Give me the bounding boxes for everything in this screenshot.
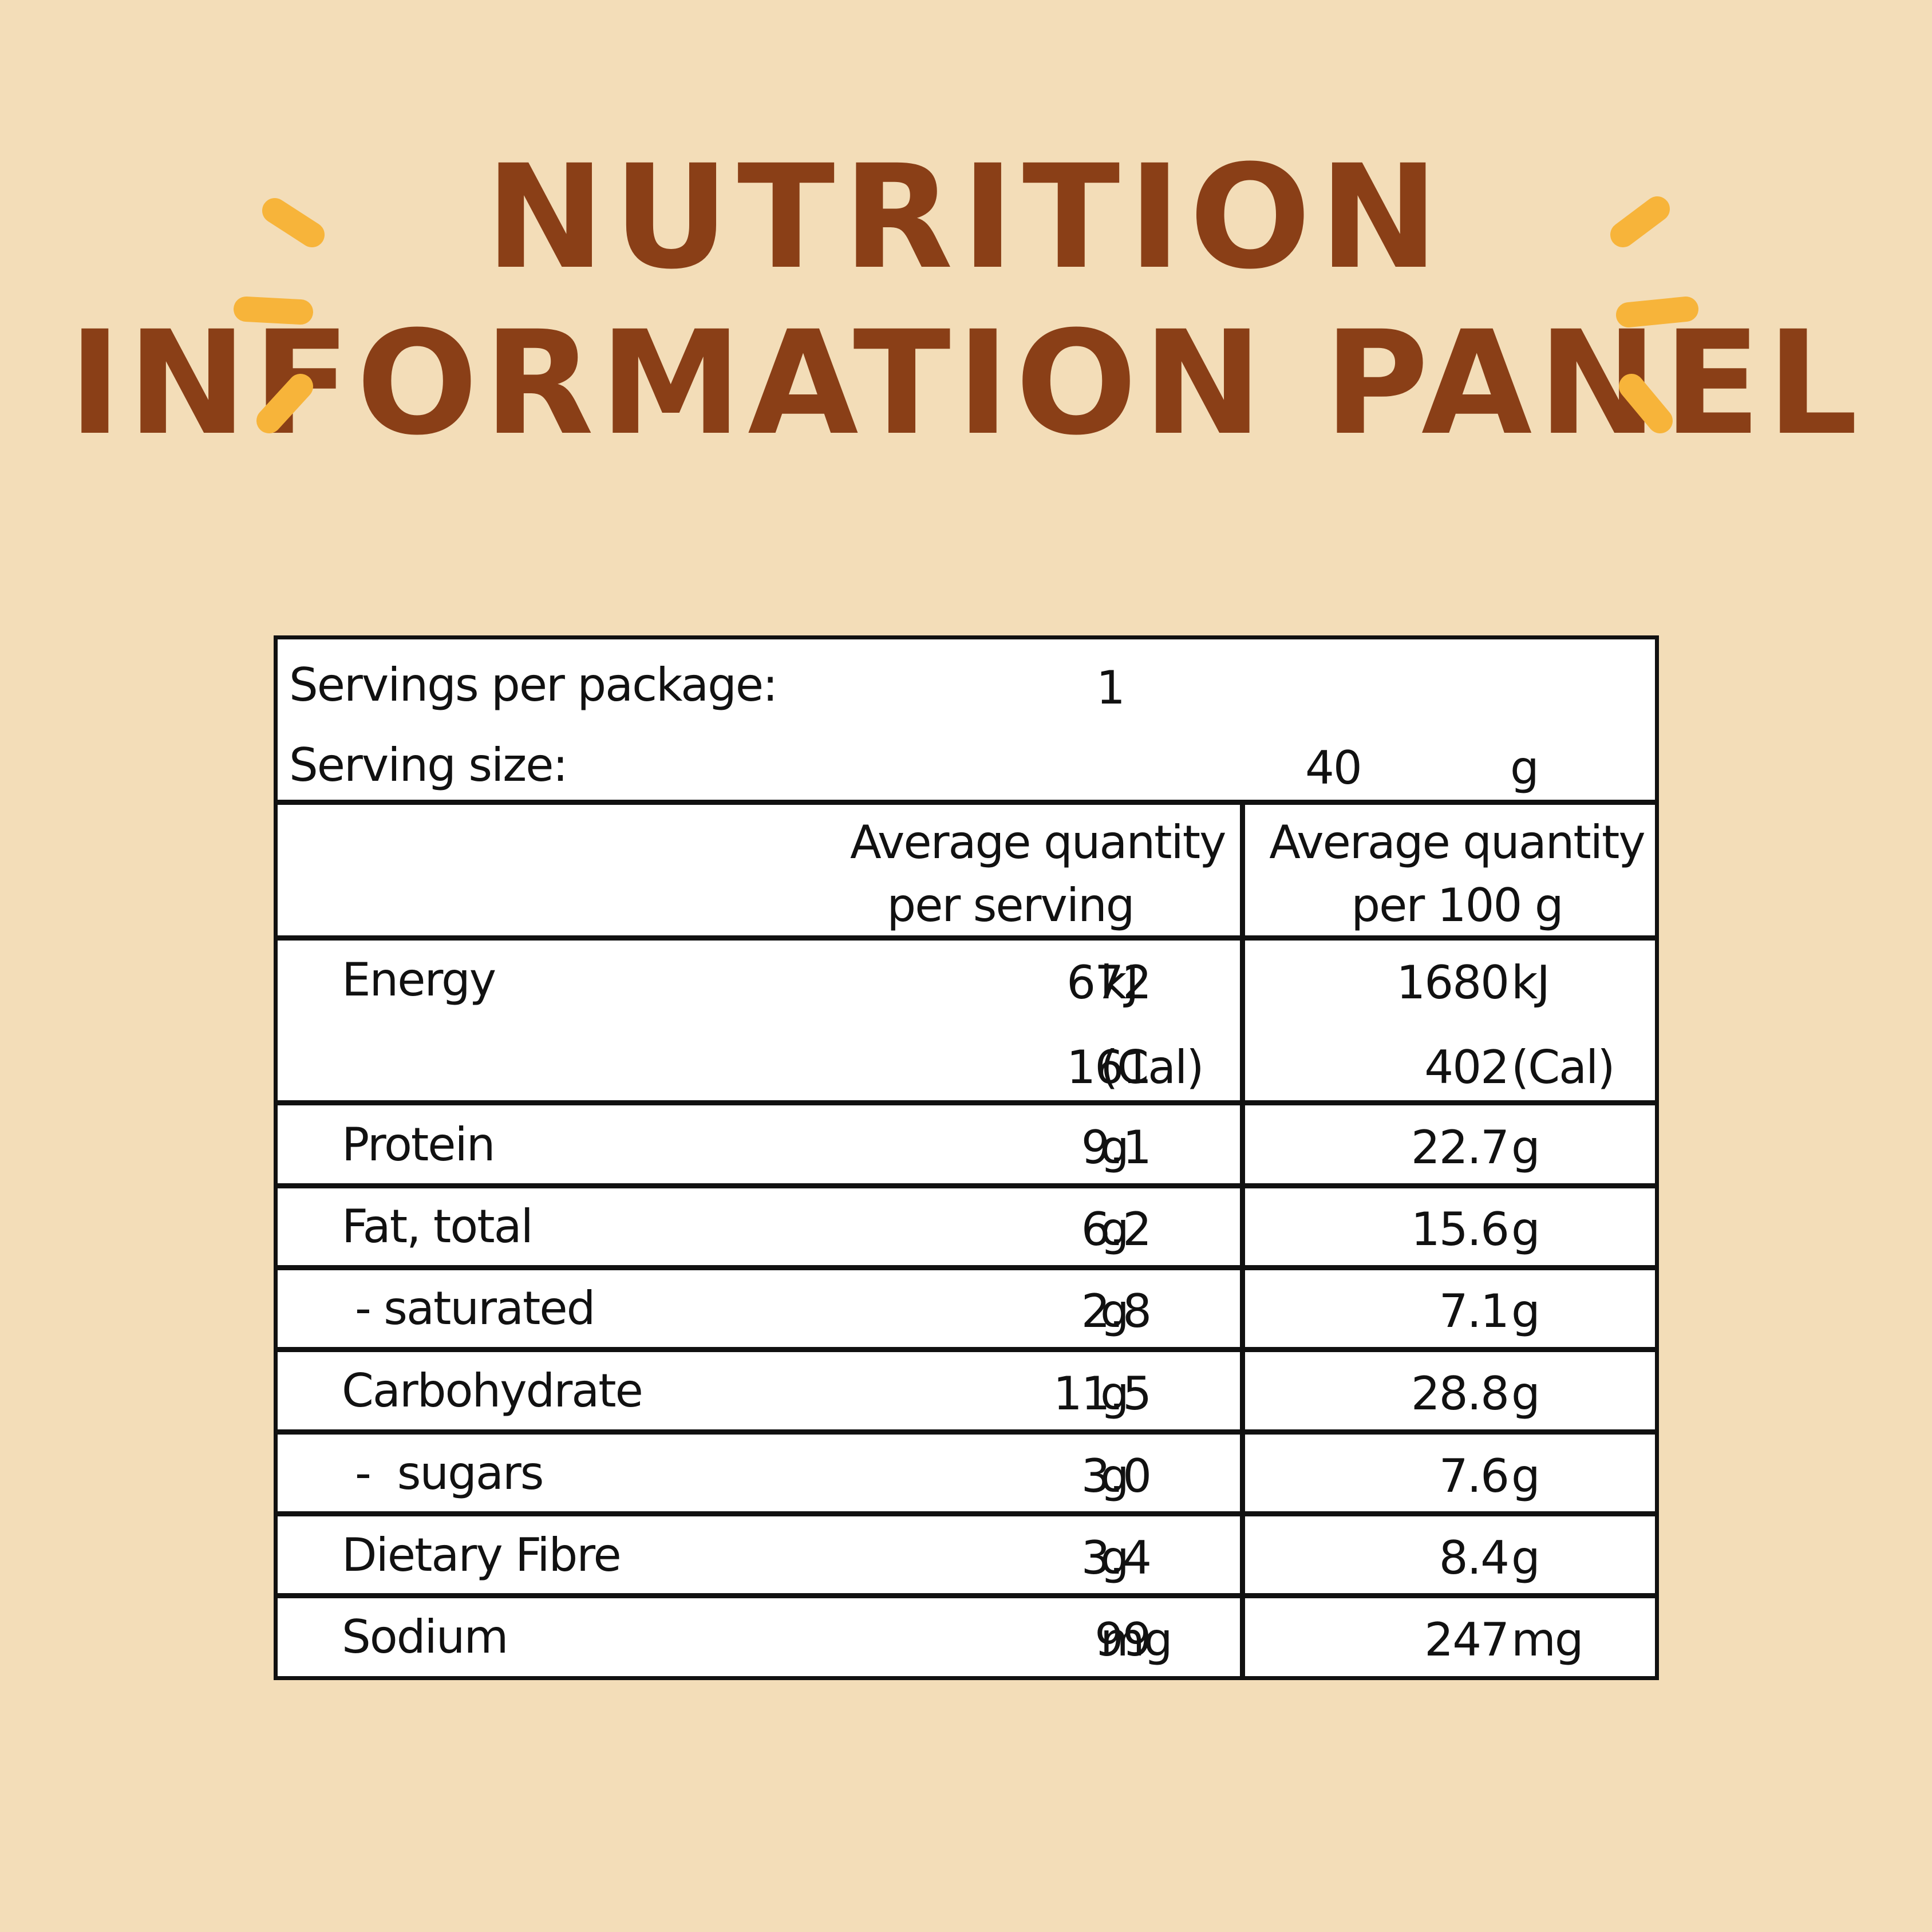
row-sodium-100g-unit: mg [1511,1613,1584,1666]
row-sugars-serving: 3.0 [1081,1449,1152,1503]
row-carbohydrate-serving-unit: g [1100,1367,1129,1420]
title-line-1: NUTRITION [485,134,1447,301]
row-dietary-fibre-100g-unit: g [1511,1531,1540,1585]
row-label-carbohydrate: Carbohydrate [342,1364,643,1417]
row-energy-kj-100g-unit: kJ [1511,956,1550,1009]
row-energy-cal-serving: 161 [1066,1041,1152,1094]
sparkle-left-top [262,198,325,247]
row-label-protein: Protein [342,1118,495,1171]
row-fat-total-100g: 15.6 [1411,1203,1510,1256]
row-saturated-serving: 2.8 [1081,1285,1152,1338]
serving-size-value: 40 [1305,741,1362,795]
serving-size-label: Serving size: [289,738,568,792]
row-protein-serving: 9.1 [1081,1121,1152,1174]
col-serving-header-2: per serving [887,879,1135,932]
row-sodium-serving: 99 [1095,1613,1152,1666]
row-saturated-100g-unit: g [1511,1285,1540,1338]
row-energy-cal-100g-unit: (Cal) [1511,1041,1615,1094]
divider-protein [278,1183,1655,1188]
row-fat-total-serving: 6.2 [1081,1203,1152,1256]
servings-per-package-value: 1 [1096,661,1125,714]
row-protein-100g-unit: g [1511,1121,1540,1174]
divider-header [278,935,1655,941]
row-dietary-fibre-serving: 3.4 [1081,1531,1152,1585]
row-dietary-fibre-100g: 8.4 [1439,1531,1510,1585]
row-protein-serving-unit: g [1100,1121,1129,1174]
col-100g-header-2: per 100 g [1351,879,1563,932]
divider-dietary-fibre [278,1593,1655,1598]
row-label-sugars: - sugars [355,1447,544,1500]
column-divider [1240,800,1245,1680]
row-carbohydrate-100g: 28.8 [1411,1367,1510,1420]
divider-energy [278,1100,1655,1105]
row-energy-cal-100g: 402 [1424,1041,1510,1094]
row-carbohydrate-100g-unit: g [1511,1367,1540,1420]
col-serving-header-1: Average quantity [850,816,1226,869]
row-sugars-serving-unit: g [1100,1449,1129,1503]
divider-top [278,800,1655,805]
row-saturated-100g: 7.1 [1439,1285,1510,1338]
divider-sugars [278,1511,1655,1516]
sparkle-left-bottom [256,374,313,433]
divider-fat-total [278,1265,1655,1270]
divider-carbohydrate [278,1429,1655,1435]
row-sugars-100g: 7.6 [1439,1449,1510,1503]
row-sugars-100g-unit: g [1511,1449,1540,1503]
sparkle-right-mid [1616,297,1698,327]
nutrition-panel: Servings per package: 1 Serving size: 40… [274,635,1659,1680]
col-100g-header-1: Average quantity [1269,816,1645,869]
row-label-sodium: Sodium [342,1610,508,1664]
row-label-saturated: - saturated [355,1282,595,1335]
sparkle-right-bottom [1619,374,1673,433]
row-fat-total-serving-unit: g [1100,1203,1129,1256]
row-label-fat-total: Fat, total [342,1200,534,1253]
row-label-energy: Energy [342,953,496,1006]
sparkle-left-mid [234,297,313,325]
row-fat-total-100g-unit: g [1511,1203,1540,1256]
row-sodium-100g: 247 [1424,1613,1510,1666]
row-dietary-fibre-serving-unit: g [1100,1531,1129,1585]
row-sodium-serving-unit: mg [1100,1613,1173,1666]
row-energy-kj-100g: 1680 [1396,956,1510,1009]
row-saturated-serving-unit: g [1100,1285,1129,1338]
servings-per-package-label: Servings per package: [289,658,778,712]
row-energy-kj-serving-unit: kJ [1100,956,1139,1009]
title-line-2: INFORMATION PANEL [68,300,1864,467]
row-label-dietary-fibre: Dietary Fibre [342,1528,622,1582]
serving-size-unit: g [1510,741,1539,795]
row-protein-100g: 22.7 [1411,1121,1510,1174]
sparkle-right-top [1610,196,1670,247]
row-energy-kj-serving: 672 [1066,956,1152,1009]
row-energy-cal-serving-unit: (Cal) [1100,1041,1204,1094]
divider-saturated [278,1347,1655,1352]
row-carbohydrate-serving: 11.5 [1053,1367,1152,1420]
